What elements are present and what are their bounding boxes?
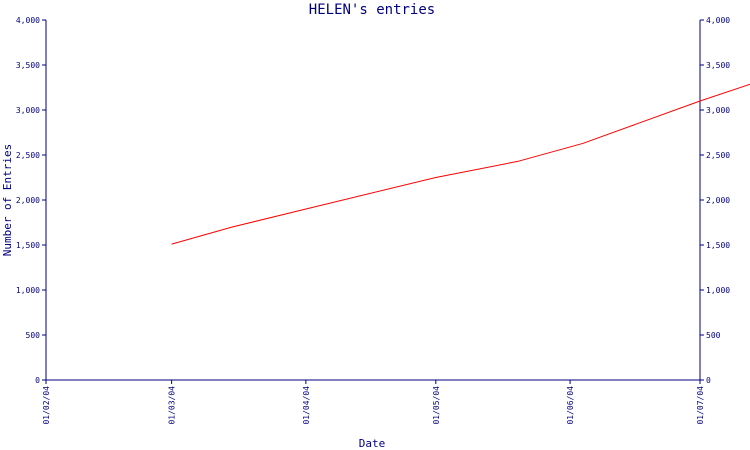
axes bbox=[45, 20, 701, 381]
y-tick-label-right: 2,000 bbox=[706, 196, 730, 205]
y-tick-label-left: 3,000 bbox=[16, 106, 40, 115]
x-tick-label: 01/02/04 bbox=[42, 386, 51, 425]
y-tick-label-left: 1,500 bbox=[16, 241, 40, 250]
x-ticks: 01/02/04 01/03/04 01/04/04 01/05/04 01/06/04… bbox=[42, 380, 705, 425]
y-ticks-left: 0 500 1,000 1,500 2,000 2,500 3,000 3,500 4,000 bbox=[16, 16, 46, 385]
chart-title: HELEN's entries bbox=[309, 2, 435, 18]
y-axis-label: Number of Entries bbox=[1, 144, 14, 257]
x-tick-label: 01/06/04 bbox=[566, 386, 575, 425]
y-tick-label-left: 2,000 bbox=[16, 196, 40, 205]
x-axis-label: Date bbox=[359, 437, 386, 450]
y-ticks-right: 0 500 1,000 1,500 2,000 2,500 3,000 3,500 4,000 bbox=[700, 16, 730, 385]
y-tick-label-left: 4,000 bbox=[16, 16, 40, 25]
y-tick-label-left: 3,500 bbox=[16, 61, 40, 70]
y-tick-label-right: 3,000 bbox=[706, 106, 730, 115]
x-tick-label: 01/05/04 bbox=[432, 386, 441, 425]
x-tick-label: 01/07/04 bbox=[696, 386, 705, 425]
y-tick-label-right: 3,500 bbox=[706, 61, 730, 70]
y-tick-label-right: 500 bbox=[706, 331, 721, 340]
y-tick-label-right: 1,500 bbox=[706, 241, 730, 250]
series-layer bbox=[171, 83, 750, 245]
x-tick-label: 01/04/04 bbox=[302, 386, 311, 425]
y-tick-label-right: 1,000 bbox=[706, 286, 730, 295]
series-line bbox=[171, 83, 750, 245]
y-tick-label-right: 4,000 bbox=[706, 16, 730, 25]
y-tick-label-left: 2,500 bbox=[16, 151, 40, 160]
y-tick-label-left: 1,000 bbox=[16, 286, 40, 295]
x-tick-label: 01/03/04 bbox=[168, 386, 177, 425]
y-tick-label-right: 0 bbox=[706, 376, 711, 385]
y-tick-label-left: 0 bbox=[35, 376, 40, 385]
y-tick-label-right: 2,500 bbox=[706, 151, 730, 160]
y-tick-label-left: 500 bbox=[26, 331, 41, 340]
